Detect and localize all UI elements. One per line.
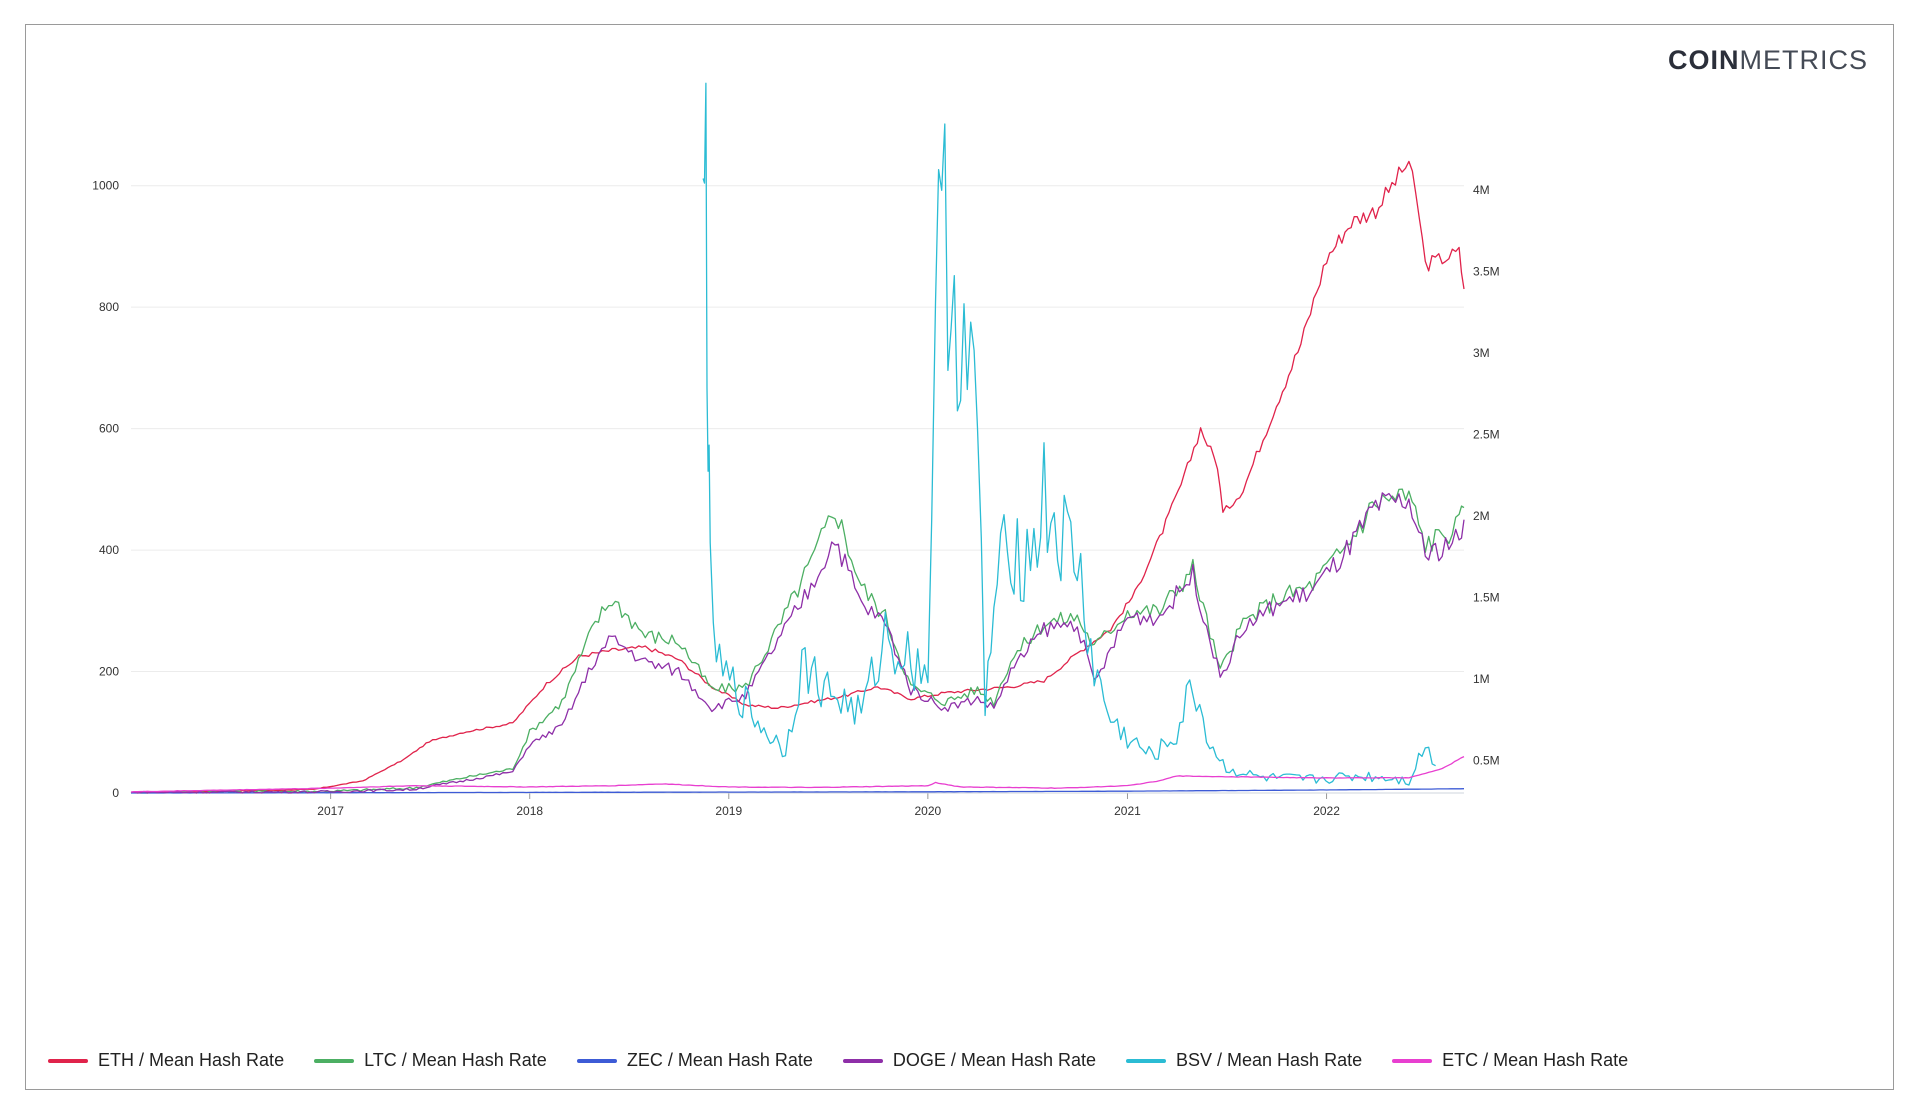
legend-item-ltc[interactable]: LTC / Mean Hash Rate [314,1050,547,1071]
legend-item-eth[interactable]: ETH / Mean Hash Rate [48,1050,284,1071]
y-right-tick-label: 1.5M [1473,590,1500,604]
legend-swatch [576,1058,617,1063]
legend-swatch [1392,1058,1433,1063]
series-line-ltc [130,488,1465,794]
x-tick-label: 2020 [915,804,942,818]
series-line-bsv [702,82,1436,786]
y-right-tick-label: 3.5M [1473,265,1500,279]
y-left-tick-label: 0 [112,786,119,800]
x-tick-label: 2017 [317,804,344,818]
legend-swatch [1126,1058,1166,1063]
series-line-zec [131,788,1465,794]
legend-label: ETC / Mean Hash Rate [1442,1050,1629,1070]
legend-item-bsv[interactable]: BSV / Mean Hash Rate [1126,1050,1362,1071]
x-tick-label: 2019 [715,804,742,818]
chart-legend: ETH / Mean Hash Rate LTC / Mean Hash Rate… [48,1050,1658,1071]
legend-label: ZEC / Mean Hash Rate [626,1050,813,1070]
logo-light: METRICS [1739,45,1868,75]
y-left-tick-label: 600 [99,422,119,436]
legend-item-etc[interactable]: ETC / Mean Hash Rate [1392,1050,1628,1071]
legend-swatch [48,1058,88,1063]
logo-bold: COIN [1668,45,1740,75]
hash-rate-chart: 0 200 400 600 800 1000 0.5M 1M 1.5M 2M 2.5M 3M 3.5M 4… [92,82,1500,818]
y-right-tick-label: 2.5M [1473,428,1500,442]
chart-frame: COINMETRICS 0 200 400 600 800 1000 0.5M 1M 1.5M 2… [25,24,1894,1090]
y-left-tick-label: 200 [99,665,119,679]
legend-item-doge[interactable]: DOGE / Mean Hash Rate [842,1050,1096,1071]
legend-label: BSV / Mean Hash Rate [1176,1050,1363,1070]
legend-label: DOGE / Mean Hash Rate [892,1050,1096,1070]
series-line-doge [130,492,1465,794]
y-right-tick-label: 1M [1473,672,1490,686]
coinmetrics-logo: COINMETRICS [1668,45,1868,76]
x-tick-label: 2018 [516,804,543,818]
legend-label: ETH / Mean Hash Rate [98,1050,285,1070]
y-left-tick-label: 800 [99,300,119,314]
y-left-tick-label: 400 [99,543,119,557]
y-left-tick-label: 1000 [92,179,119,193]
legend-swatch [842,1058,883,1063]
legend-swatch [314,1058,355,1063]
y-right-tick-label: 3M [1473,346,1490,360]
series-line-eth [130,160,1465,794]
legend-label: LTC / Mean Hash Rate [364,1050,547,1070]
x-tick-label: 2021 [1114,804,1141,818]
y-right-tick-label: 2M [1473,509,1490,523]
y-right-tick-label: 4M [1473,183,1490,197]
y-right-tick-label: 0.5M [1473,753,1500,767]
x-tick-label: 2022 [1313,804,1340,818]
series-line-etc [130,756,1465,793]
legend-item-zec[interactable]: ZEC / Mean Hash Rate [576,1050,813,1071]
